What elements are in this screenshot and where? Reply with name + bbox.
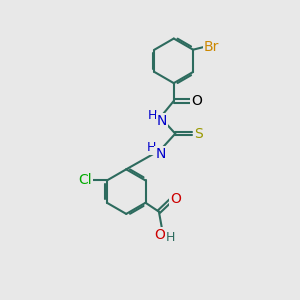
- Text: H: H: [166, 231, 175, 244]
- Text: S: S: [194, 127, 203, 141]
- Text: H: H: [148, 109, 157, 122]
- Text: O: O: [191, 94, 202, 108]
- Text: Br: Br: [204, 40, 220, 54]
- Text: H: H: [147, 141, 156, 154]
- Text: N: N: [155, 148, 166, 161]
- Text: N: N: [157, 114, 167, 128]
- Text: Cl: Cl: [78, 173, 92, 188]
- Text: O: O: [154, 229, 165, 242]
- Text: O: O: [170, 192, 181, 206]
